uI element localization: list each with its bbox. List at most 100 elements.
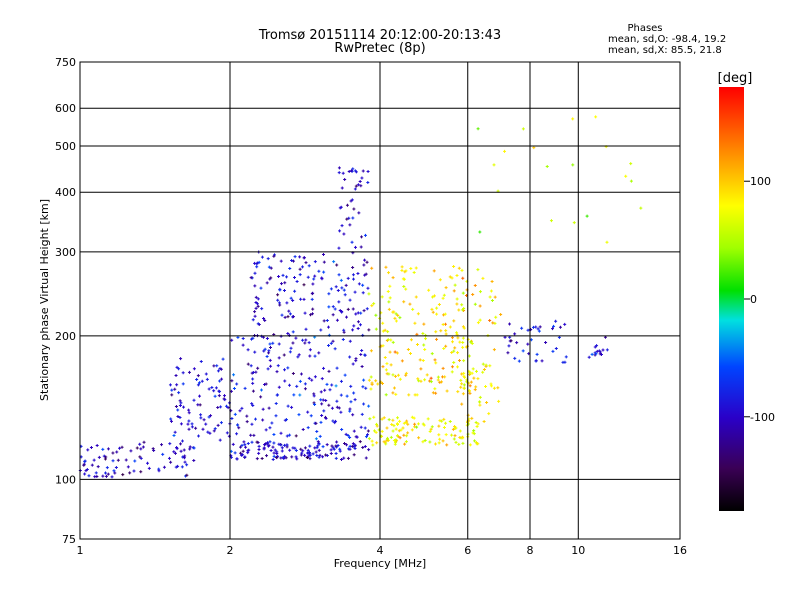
data-point (83, 472, 87, 476)
data-point (327, 292, 331, 296)
data-point (594, 115, 598, 119)
data-point (450, 350, 454, 354)
data-point (315, 430, 319, 434)
chart-title: Tromsø 20151114 20:12:00-20:13:43 (258, 28, 501, 43)
data-point (291, 315, 295, 319)
data-point (458, 359, 462, 362)
data-point (319, 420, 323, 424)
data-point (113, 471, 117, 475)
data-point (478, 304, 482, 308)
data-point (448, 275, 452, 279)
data-point (263, 319, 267, 323)
data-point (345, 394, 349, 398)
data-point (367, 404, 371, 408)
data-point (345, 217, 349, 221)
data-point (340, 428, 344, 432)
data-point (118, 446, 122, 450)
data-point (394, 374, 398, 378)
y-tick-label: 600 (55, 102, 76, 115)
data-point (416, 312, 420, 316)
data-point (320, 414, 324, 418)
data-point (313, 354, 317, 358)
data-point (334, 456, 338, 460)
x-axis-label: Frequency [MHz] (334, 557, 426, 570)
data-point (255, 302, 259, 306)
data-point (354, 184, 358, 188)
data-point (243, 443, 247, 447)
data-point (351, 273, 355, 277)
data-point (303, 341, 307, 345)
data-point (272, 441, 276, 445)
data-point (181, 371, 185, 375)
data-point (356, 327, 360, 331)
data-point (442, 417, 446, 421)
data-point (444, 286, 448, 290)
data-point (265, 281, 269, 285)
data-point (461, 345, 465, 349)
data-point (370, 439, 374, 443)
data-point (291, 299, 295, 303)
data-point (230, 416, 234, 420)
data-point (275, 451, 279, 455)
data-point (366, 433, 370, 437)
data-point (364, 435, 368, 439)
data-point (332, 447, 336, 451)
data-point (135, 446, 139, 450)
data-point (251, 381, 255, 385)
data-point (197, 434, 201, 438)
data-point (239, 451, 243, 455)
data-point (429, 376, 433, 380)
data-point (490, 280, 494, 284)
data-point (444, 421, 448, 425)
data-point (374, 327, 378, 331)
data-point (444, 433, 448, 437)
data-point (331, 339, 335, 343)
data-point (223, 394, 227, 398)
data-point (346, 456, 350, 460)
data-point (434, 330, 438, 334)
data-point (456, 390, 460, 394)
data-point (370, 381, 374, 385)
data-point (441, 366, 445, 370)
data-point (311, 282, 315, 286)
data-point (215, 364, 219, 368)
data-point (198, 394, 202, 398)
data-point (288, 448, 292, 452)
data-point (334, 285, 338, 289)
data-point (488, 295, 492, 299)
data-point (182, 405, 186, 409)
data-point (221, 357, 225, 361)
data-point (421, 440, 425, 444)
data-point (363, 445, 367, 449)
data-point (461, 276, 465, 280)
data-point (295, 280, 299, 284)
data-point (335, 405, 339, 409)
data-point (318, 453, 322, 457)
colorbar-tick-label: -100 (750, 411, 775, 424)
data-point (358, 180, 362, 184)
data-point (461, 291, 465, 295)
data-point (271, 445, 275, 449)
data-point (457, 266, 461, 270)
data-point (437, 424, 441, 428)
data-point (342, 288, 346, 292)
data-point (351, 266, 355, 270)
data-point (402, 300, 406, 304)
data-point (365, 307, 369, 311)
data-point (356, 320, 360, 324)
data-point (283, 454, 287, 458)
data-point (370, 266, 374, 270)
data-point (508, 322, 512, 326)
data-point (359, 184, 363, 188)
data-point (179, 449, 183, 453)
data-point (220, 377, 224, 381)
y-tick-label: 300 (55, 246, 76, 259)
grid-lines (80, 62, 680, 539)
data-point (526, 342, 530, 346)
data-point (521, 127, 525, 131)
data-point (433, 358, 437, 362)
data-point (416, 377, 420, 381)
data-point (437, 441, 441, 445)
data-point (289, 296, 293, 300)
data-point (424, 337, 428, 341)
